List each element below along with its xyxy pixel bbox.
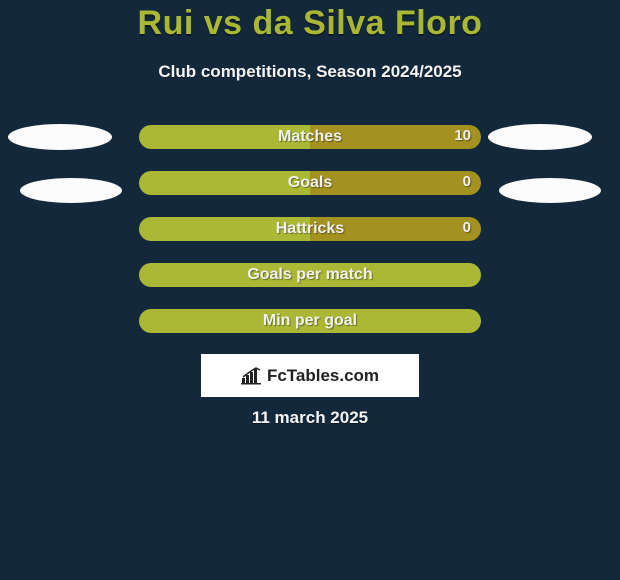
stat-bars: Matches 10 Goals 0 Hattricks 0 Goals per match… [139, 125, 481, 355]
stat-right-value: 0 [463, 173, 471, 190]
avatar-placeholder [499, 178, 601, 203]
comparison-infographic: Rui vs da Silva Floro Club competitions,… [0, 0, 620, 580]
stat-label: Min per goal [263, 312, 357, 330]
bar-right-fill [310, 171, 481, 195]
stat-row: Hattricks 0 [139, 217, 481, 241]
stat-right-value: 10 [454, 127, 471, 144]
date-line: 11 march 2025 [0, 408, 620, 428]
stat-row: Goals 0 [139, 171, 481, 195]
subtitle: Club competitions, Season 2024/2025 [0, 62, 620, 82]
stat-row: Min per goal [139, 309, 481, 333]
avatar-placeholder [20, 178, 122, 203]
fctables-logo: FcTables.com [201, 354, 419, 397]
stat-label: Matches [278, 128, 342, 146]
stat-row: Matches 10 [139, 125, 481, 149]
logo-text: FcTables.com [267, 366, 379, 386]
chart-bars-icon [241, 367, 263, 385]
stat-label: Goals per match [247, 266, 372, 284]
avatar-placeholder [488, 124, 592, 150]
stat-label: Goals [288, 174, 332, 192]
page-title: Rui vs da Silva Floro [0, 3, 620, 44]
avatar-placeholder [8, 124, 112, 150]
bar-left-fill [139, 171, 310, 195]
stat-label: Hattricks [276, 220, 344, 238]
stat-row: Goals per match [139, 263, 481, 287]
stat-right-value: 0 [463, 219, 471, 236]
